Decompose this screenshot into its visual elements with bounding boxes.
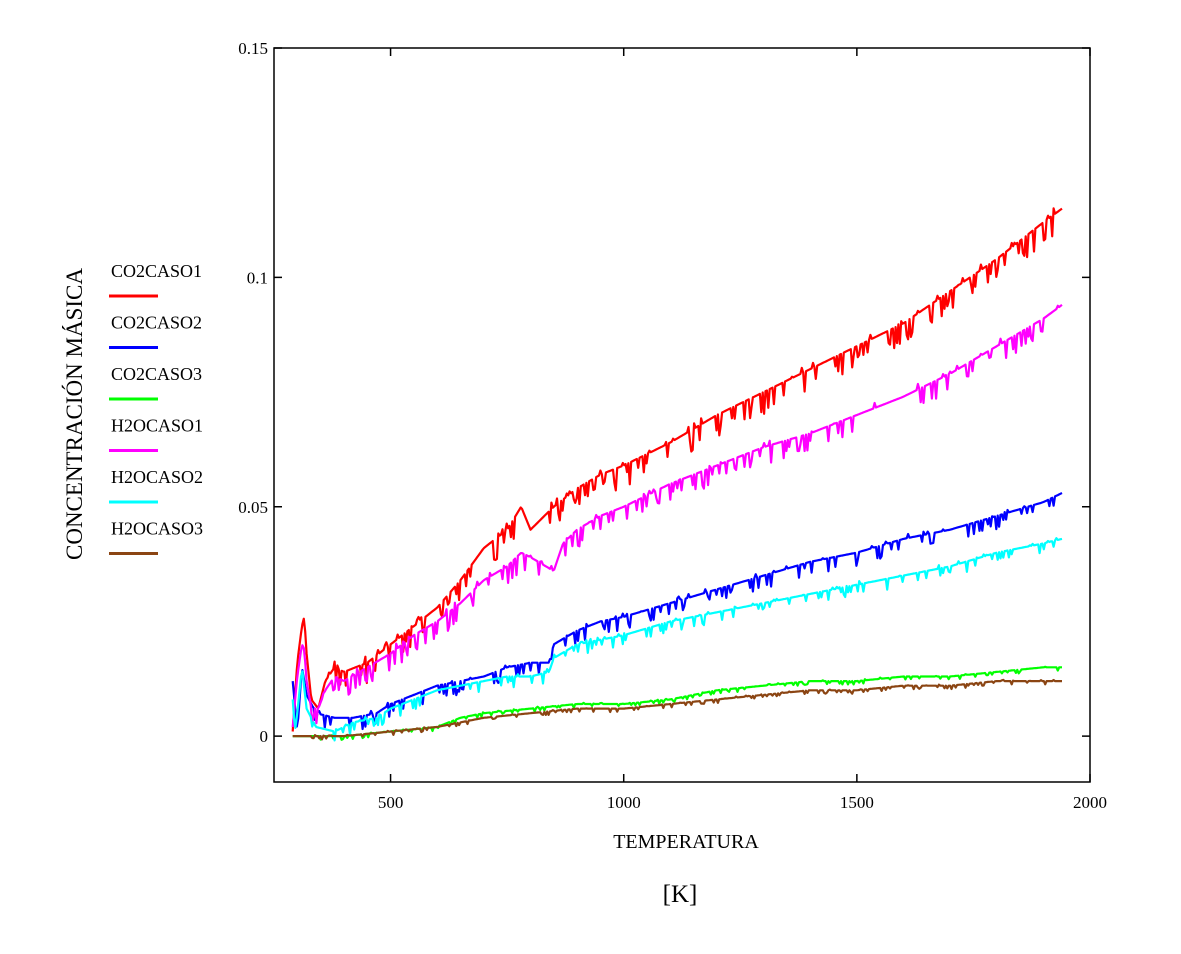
x-tick-label: 1000 <box>607 793 641 812</box>
legend-label: CO2CASO1 <box>111 261 202 281</box>
series-layer <box>291 207 1063 742</box>
y-tick-label: 0.05 <box>238 498 268 517</box>
x-axis-title: TEMPERATURA <box>613 831 759 853</box>
x-axis-unit: [K] <box>663 881 698 908</box>
x-tick-label: 2000 <box>1073 793 1107 812</box>
legend-label: CO2CASO3 <box>111 364 202 384</box>
plot-area: 500 1000 1500 2000 0 0.05 0.1 0.15 <box>238 39 1107 812</box>
y-axis-title: CONCENTRACIÓN MÁSICA <box>61 268 87 560</box>
y-tick-label: 0.1 <box>247 268 268 287</box>
x-tick-label: 1500 <box>840 793 874 812</box>
series-line-co2caso2 <box>291 492 1063 731</box>
series-line-h2ocaso2 <box>291 537 1063 742</box>
tick-layer: 500 1000 1500 2000 0 0.05 0.1 0.15 <box>238 39 1107 812</box>
series-line-co2caso1 <box>291 207 1063 732</box>
y-tick-label: 0 <box>260 727 269 746</box>
legend-label: H2OCASO3 <box>111 519 203 539</box>
legend-label: H2OCASO2 <box>111 467 203 487</box>
legend-label: H2OCASO1 <box>111 416 203 436</box>
series-line-h2ocaso3 <box>292 678 1062 741</box>
legend: CO2CASO1 CO2CASO2 CO2CASO3 H2OCASO1 H2OCASO2… <box>109 261 203 555</box>
y-tick-label: 0.15 <box>238 39 268 58</box>
series-line-h2ocaso1 <box>291 304 1063 728</box>
plot-frame <box>273 47 1091 783</box>
x-tick-label: 500 <box>378 793 404 812</box>
legend-label: CO2CASO2 <box>111 313 202 333</box>
